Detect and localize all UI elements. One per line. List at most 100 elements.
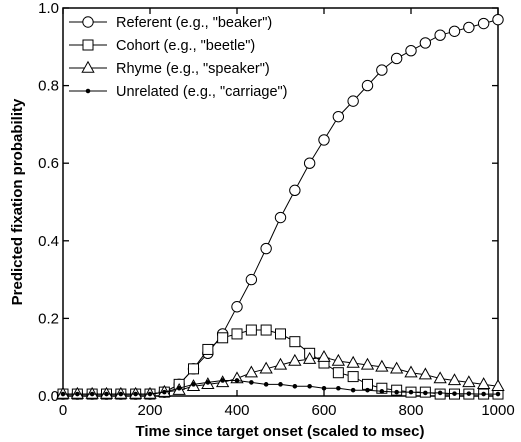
data-point-circle (390, 52, 403, 65)
data-point-dot (191, 382, 196, 387)
data-point-triangle (302, 351, 317, 364)
data-point-dot (423, 390, 428, 396)
x-tick-label: 200 (137, 402, 162, 419)
data-point-circle (419, 37, 432, 49)
data-point-triangle (259, 361, 273, 374)
data-point-dot (162, 389, 167, 395)
x-axis-title: Time since target onset (scaled to msec) (136, 423, 425, 440)
data-point-triangle (476, 377, 491, 390)
data-point-triangle (404, 365, 418, 378)
data-point-triangle (346, 355, 360, 368)
data-point-dot (365, 387, 370, 393)
data-point-dot (75, 391, 80, 397)
data-point-circle (231, 301, 243, 313)
data-point-dot (278, 382, 283, 387)
data-point-circle (318, 134, 330, 146)
data-point-triangle (462, 375, 476, 388)
legend-label: Referent (e.g., "beaker") (116, 15, 272, 31)
data-point-dot (176, 385, 182, 391)
data-point-circle (332, 110, 345, 123)
data-point-triangle (389, 361, 404, 374)
data-point-triangle (360, 357, 375, 370)
legend-marker-circle (82, 16, 94, 28)
legend-item-triangle: Rhyme (e.g., "speaker") (69, 60, 270, 77)
data-point-dot (466, 391, 472, 396)
data-point-square (202, 343, 214, 355)
data-point-dot (292, 384, 298, 389)
data-point-square (362, 378, 373, 390)
data-point-circle (245, 273, 258, 286)
y-tick-label: 1.0 (38, 0, 59, 17)
data-point-dot (495, 391, 501, 397)
data-point-dot (263, 382, 269, 387)
data-point-dot (408, 389, 414, 395)
data-point-dot (307, 384, 312, 389)
data-point-dot (321, 385, 327, 391)
legend: Referent (e.g., "beaker") Cohort (e.g., "… (69, 15, 287, 100)
data-point-dot (60, 391, 66, 397)
y-tick-label: 0.4 (38, 233, 59, 250)
data-point-square (289, 336, 301, 348)
data-point-circle (405, 44, 417, 57)
x-tick-label: 1000 (481, 402, 514, 419)
data-point-triangle (288, 353, 302, 366)
data-point-square (245, 324, 257, 336)
legend-marker-square (82, 39, 94, 51)
y-tick-label: 0.2 (38, 310, 59, 327)
x-tick-label: 600 (311, 402, 336, 419)
legend-item-dot: Unrelated (e.g., "carriage") (69, 84, 287, 100)
data-point-square (347, 371, 359, 383)
data-point-circle (448, 25, 461, 37)
data-point-circle (260, 242, 272, 255)
x-tick-label: 400 (224, 402, 249, 419)
data-point-dot (350, 387, 356, 393)
data-point-circle (477, 17, 490, 30)
data-point-square (217, 332, 229, 344)
legend-item-circle: Referent (e.g., "beaker") (69, 15, 272, 31)
data-point-triangle (244, 365, 259, 378)
data-point-circle (347, 95, 359, 107)
data-point-circle (434, 29, 446, 41)
data-point-circle (289, 184, 301, 197)
data-point-triangle (433, 371, 447, 384)
data-point-dot (234, 378, 240, 383)
data-point-triangle (331, 353, 346, 366)
data-point-dot (89, 391, 95, 397)
series-dot (60, 378, 501, 397)
data-point-triangle (375, 359, 389, 372)
data-point-triangle (418, 367, 433, 380)
data-point-dot (336, 385, 341, 391)
data-point-dot (394, 389, 399, 395)
legend-marker-triangle (81, 60, 95, 73)
data-point-square (231, 328, 243, 340)
data-point-square (275, 328, 286, 340)
data-point-dot (379, 389, 385, 394)
data-point-dot (133, 391, 138, 397)
legend-label: Rhyme (e.g., "speaker") (116, 61, 270, 77)
data-point-triangle (447, 373, 462, 386)
data-point-dot (481, 391, 486, 397)
data-point-circle (361, 79, 374, 92)
y-tick-label: 0.8 (38, 78, 59, 95)
legend-label: Cohort (e.g., "beetle") (116, 38, 255, 54)
data-point-circle (274, 211, 287, 224)
data-point-dot (249, 380, 254, 385)
legend-label: Unrelated (e.g., "carriage") (116, 84, 287, 100)
data-point-dot (147, 391, 153, 397)
data-point-circle (303, 157, 316, 169)
data-point-circle (376, 64, 388, 76)
data-point-square (188, 363, 199, 375)
data-point-dot (220, 378, 225, 383)
x-tick-label: 0 (59, 402, 67, 419)
y-tick-label: 0.6 (38, 155, 59, 172)
data-point-circle (463, 21, 475, 34)
data-point-dot (205, 380, 211, 385)
legend-item-square: Cohort (e.g., "beetle") (69, 38, 255, 54)
data-point-dot (104, 391, 109, 397)
axes: 0 200 400 600 800 1000 0.0 0.2 0.4 0.6 0.8 1.0 (38, 0, 515, 419)
data-point-triangle (491, 379, 505, 391)
y-axis-title: Predicted fixation probability (9, 98, 26, 305)
data-point-square (332, 367, 344, 379)
data-point-square (260, 324, 272, 336)
